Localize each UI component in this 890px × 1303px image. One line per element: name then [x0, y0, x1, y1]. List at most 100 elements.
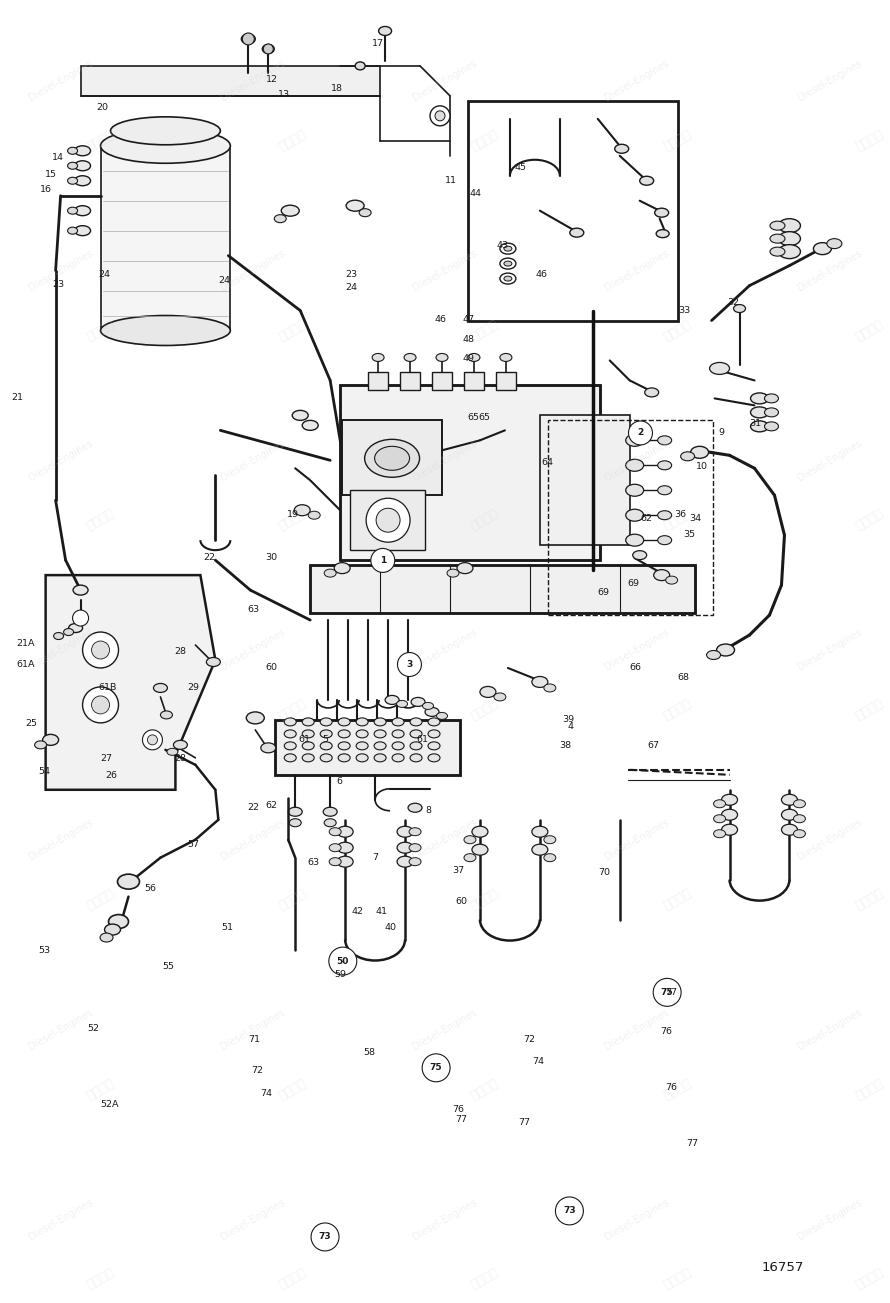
- Text: 柴发动力: 柴发动力: [661, 886, 693, 912]
- Ellipse shape: [284, 754, 296, 762]
- Circle shape: [398, 653, 422, 676]
- Circle shape: [328, 947, 357, 975]
- Ellipse shape: [770, 222, 785, 231]
- Text: Diesel-Engines: Diesel-Engines: [219, 817, 287, 863]
- Ellipse shape: [655, 208, 668, 218]
- Ellipse shape: [68, 227, 77, 235]
- Ellipse shape: [63, 628, 74, 636]
- Ellipse shape: [303, 741, 314, 749]
- Ellipse shape: [765, 422, 779, 431]
- Ellipse shape: [436, 713, 448, 719]
- Bar: [468, 100, 677, 321]
- Ellipse shape: [640, 176, 653, 185]
- Text: 柴发动力: 柴发动力: [85, 128, 117, 154]
- Text: 76: 76: [452, 1105, 464, 1114]
- Circle shape: [628, 421, 652, 444]
- Ellipse shape: [691, 447, 708, 459]
- Ellipse shape: [392, 754, 404, 762]
- Text: 65: 65: [467, 413, 479, 422]
- Bar: [496, 373, 516, 391]
- Bar: [350, 490, 425, 550]
- Text: 柴发动力: 柴发动力: [469, 886, 501, 912]
- Bar: [342, 421, 442, 495]
- Text: 柴发动力: 柴发动力: [854, 1267, 886, 1293]
- Bar: [81, 66, 380, 96]
- Text: Diesel-Engines: Diesel-Engines: [603, 817, 671, 863]
- Text: 柴发动力: 柴发动力: [854, 697, 886, 723]
- Bar: [311, 566, 694, 612]
- Ellipse shape: [308, 511, 320, 519]
- Text: 46: 46: [536, 270, 547, 279]
- Ellipse shape: [770, 235, 785, 244]
- Text: 16757: 16757: [762, 1260, 804, 1273]
- Ellipse shape: [813, 242, 831, 254]
- Text: 柴发动力: 柴发动力: [277, 128, 309, 154]
- Ellipse shape: [423, 702, 433, 709]
- Text: 柴发动力: 柴发动力: [854, 1076, 886, 1102]
- Circle shape: [366, 498, 410, 542]
- Text: 42: 42: [352, 907, 364, 916]
- Text: 55: 55: [162, 962, 174, 971]
- Ellipse shape: [329, 844, 341, 852]
- Ellipse shape: [570, 228, 584, 237]
- Text: 10: 10: [696, 463, 708, 472]
- Text: 60: 60: [265, 663, 278, 671]
- Ellipse shape: [436, 353, 448, 361]
- Ellipse shape: [709, 362, 730, 374]
- Text: Diesel-Engines: Diesel-Engines: [219, 1196, 287, 1242]
- Text: 53: 53: [38, 946, 50, 955]
- Ellipse shape: [500, 274, 516, 284]
- Ellipse shape: [409, 844, 421, 852]
- Ellipse shape: [658, 486, 672, 495]
- Circle shape: [312, 1224, 339, 1251]
- Text: Diesel-Engines: Diesel-Engines: [796, 1196, 863, 1242]
- Ellipse shape: [544, 853, 556, 861]
- Ellipse shape: [494, 693, 506, 701]
- Ellipse shape: [303, 730, 314, 737]
- Text: 柴发动力: 柴发动力: [85, 886, 117, 912]
- Ellipse shape: [681, 452, 694, 461]
- Text: 柴发动力: 柴发动力: [85, 697, 117, 723]
- Circle shape: [376, 508, 400, 532]
- Ellipse shape: [43, 735, 59, 745]
- Bar: [275, 719, 460, 775]
- Text: Diesel-Engines: Diesel-Engines: [796, 817, 863, 863]
- Ellipse shape: [329, 857, 341, 865]
- Text: 54: 54: [38, 766, 50, 775]
- Text: 11: 11: [445, 176, 457, 185]
- Text: Diesel-Engines: Diesel-Engines: [411, 1007, 479, 1052]
- Bar: [340, 386, 600, 560]
- Text: 59: 59: [334, 969, 346, 979]
- Bar: [540, 416, 630, 545]
- Text: 12: 12: [265, 74, 278, 83]
- Circle shape: [92, 696, 109, 714]
- Ellipse shape: [472, 826, 488, 838]
- Text: 44: 44: [470, 189, 481, 198]
- Ellipse shape: [289, 818, 301, 826]
- Text: 41: 41: [376, 907, 388, 916]
- Text: 柴发动力: 柴发动力: [469, 697, 501, 723]
- Circle shape: [435, 111, 445, 121]
- Text: 39: 39: [562, 714, 574, 723]
- Text: 61A: 61A: [17, 661, 36, 668]
- Text: 16: 16: [40, 185, 52, 194]
- Ellipse shape: [714, 814, 725, 822]
- Ellipse shape: [104, 924, 120, 936]
- Ellipse shape: [626, 434, 643, 447]
- Ellipse shape: [658, 536, 672, 545]
- Text: Diesel-Engines: Diesel-Engines: [796, 248, 863, 293]
- Text: 柴发动力: 柴发动力: [661, 1267, 693, 1293]
- Ellipse shape: [750, 407, 768, 418]
- Ellipse shape: [110, 117, 221, 145]
- Text: 43: 43: [497, 241, 509, 250]
- Ellipse shape: [409, 857, 421, 865]
- Ellipse shape: [320, 754, 332, 762]
- Text: 64: 64: [541, 459, 553, 468]
- Text: 76: 76: [666, 1083, 677, 1092]
- Ellipse shape: [160, 711, 173, 719]
- Ellipse shape: [447, 569, 459, 577]
- Text: 40: 40: [384, 923, 397, 932]
- Text: 37: 37: [452, 865, 465, 874]
- Text: Diesel-Engines: Diesel-Engines: [603, 59, 671, 103]
- Text: 21: 21: [12, 394, 23, 403]
